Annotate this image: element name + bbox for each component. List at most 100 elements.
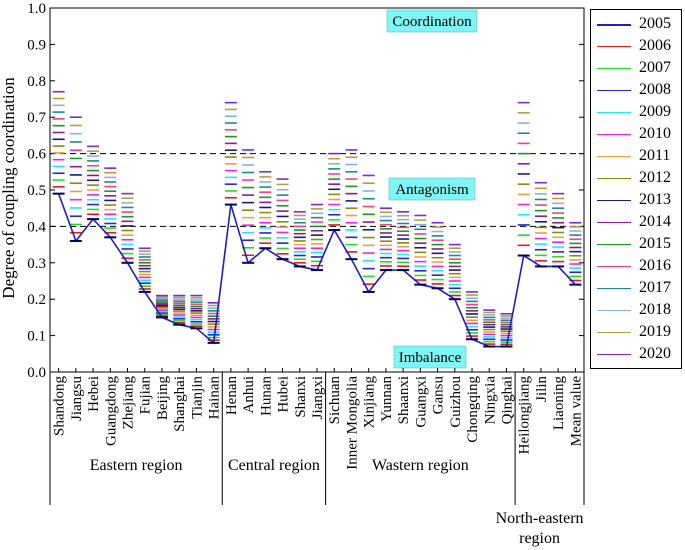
- legend-item-2017: 2017: [591, 278, 683, 298]
- y-tick-label: 1.0: [27, 1, 46, 17]
- category-label: Ningxia: [482, 376, 498, 425]
- category-label: Mean value: [568, 376, 584, 447]
- legend-label: 2009: [639, 103, 671, 120]
- category-label: Liaoning: [551, 376, 567, 431]
- coordination-zone-label: Coordination: [386, 9, 478, 33]
- legend-swatch: [597, 332, 631, 333]
- category-label: Jilin: [534, 376, 550, 402]
- legend-swatch: [597, 354, 631, 355]
- y-tick-label: 0.8: [27, 74, 46, 90]
- legend-swatch: [597, 90, 631, 91]
- legend-label: 2020: [639, 345, 671, 362]
- legend-item-2016: 2016: [591, 256, 683, 276]
- category-label: Shanghai: [172, 376, 188, 432]
- legend-swatch: [597, 134, 631, 135]
- category-label: Guangxi: [413, 376, 429, 428]
- legend-label: 2014: [639, 213, 671, 230]
- coordination-zone-box: [386, 9, 478, 33]
- category-label: Inner Mongolia: [344, 376, 360, 470]
- legend-item-2007: 2007: [591, 58, 683, 78]
- legend-item-2006: 2006: [591, 36, 683, 56]
- category-label: Shandong: [52, 376, 68, 437]
- category-label: Beijing: [155, 376, 171, 421]
- antagonism-zone-label: Antagonism: [388, 177, 476, 201]
- category-label: Hubei: [276, 376, 292, 413]
- y-tick-label: 0.7: [27, 110, 46, 126]
- legend-item-2013: 2013: [591, 190, 683, 210]
- legend-item-2012: 2012: [591, 168, 683, 188]
- y-tick-label: 0.5: [27, 183, 46, 199]
- region-label: North-eastern: [496, 510, 584, 527]
- legend-label: 2012: [639, 169, 671, 186]
- category-label: Xinjiang: [362, 376, 378, 429]
- y-tick-label: 0.6: [27, 147, 46, 163]
- category-label: Chongqing: [465, 376, 481, 443]
- legend-label: 2006: [639, 37, 671, 54]
- category-label: Sichuan: [327, 376, 343, 425]
- legend-item-2018: 2018: [591, 300, 683, 320]
- legend-item-2014: 2014: [591, 212, 683, 232]
- legend-swatch: [597, 266, 631, 267]
- legend-item-2020: 2020: [591, 344, 683, 364]
- category-label: Zhejiang: [121, 376, 137, 430]
- category-label: Guangdong: [103, 376, 119, 446]
- legend-swatch: [597, 222, 631, 223]
- legend-label: 2011: [639, 147, 671, 164]
- legend-label: 2008: [639, 81, 671, 98]
- legend-item-2010: 2010: [591, 124, 683, 144]
- legend-item-2008: 2008: [591, 80, 683, 100]
- legend-label: 2005: [639, 15, 671, 32]
- category-label: Heilongjiang: [517, 376, 533, 455]
- imbalance-zone-box: [393, 345, 467, 369]
- legend-swatch: [597, 156, 631, 157]
- antagonism-zone-text: Antagonism: [395, 182, 469, 198]
- coordination-zone-text: Coordination: [392, 14, 472, 30]
- legend: 2005 2006 2007 2008 2009 2010 2011 2012 2013 2014…: [590, 9, 682, 369]
- legend-swatch: [597, 178, 631, 179]
- category-label: Gansu: [431, 376, 447, 415]
- legend-label: 2017: [639, 279, 671, 296]
- region-label: Eastern region: [90, 457, 183, 474]
- y-tick-label: 0.2: [27, 292, 46, 308]
- legend-item-2005: 2005: [591, 14, 683, 34]
- legend-swatch: [597, 112, 631, 113]
- category-label: Henan: [224, 376, 240, 416]
- y-axis-label: Degree of coupling coordination: [0, 77, 18, 299]
- category-label: Hainan: [207, 376, 223, 420]
- legend-label: 2007: [639, 59, 671, 76]
- legend-swatch: [597, 68, 631, 69]
- legend-swatch: [597, 200, 631, 201]
- category-label: Anhui: [241, 376, 257, 414]
- y-tick-label: 0.3: [27, 256, 46, 272]
- legend-label: 2018: [639, 301, 671, 318]
- category-label: Qinghai: [499, 376, 515, 424]
- legend-swatch: [597, 288, 631, 289]
- antagonism-zone-box: [388, 177, 476, 201]
- y-tick-label: 0.0: [27, 365, 46, 381]
- category-label: Shaanxi: [396, 376, 412, 424]
- legend-swatch: [597, 24, 631, 26]
- region-label: Central region: [228, 457, 320, 474]
- legend-swatch: [597, 310, 631, 311]
- region-label: Wastern region: [372, 457, 469, 474]
- legend-label: 2010: [639, 125, 671, 142]
- imbalance-zone-label: Imbalance: [393, 345, 467, 369]
- category-label: Jiangxi: [310, 376, 326, 419]
- legend-item-2009: 2009: [591, 102, 683, 122]
- legend-item-2015: 2015: [591, 234, 683, 254]
- category-label: Fujian: [138, 376, 154, 415]
- legend-label: 2019: [639, 323, 671, 340]
- category-label: Shanxi: [293, 376, 309, 418]
- category-label: Hebei: [86, 376, 102, 412]
- legend-label: 2015: [639, 235, 671, 252]
- category-label: Yunnan: [379, 376, 395, 422]
- category-label: Hunan: [258, 376, 274, 416]
- category-label: Tianjin: [189, 376, 205, 419]
- y-tick-label: 0.4: [27, 219, 46, 235]
- y-tick-label: 0.9: [27, 37, 46, 53]
- category-label: Guizhou: [448, 376, 464, 428]
- imbalance-zone-text: Imbalance: [399, 350, 462, 366]
- y-tick-label: 0.1: [27, 329, 46, 345]
- legend-swatch: [597, 46, 631, 47]
